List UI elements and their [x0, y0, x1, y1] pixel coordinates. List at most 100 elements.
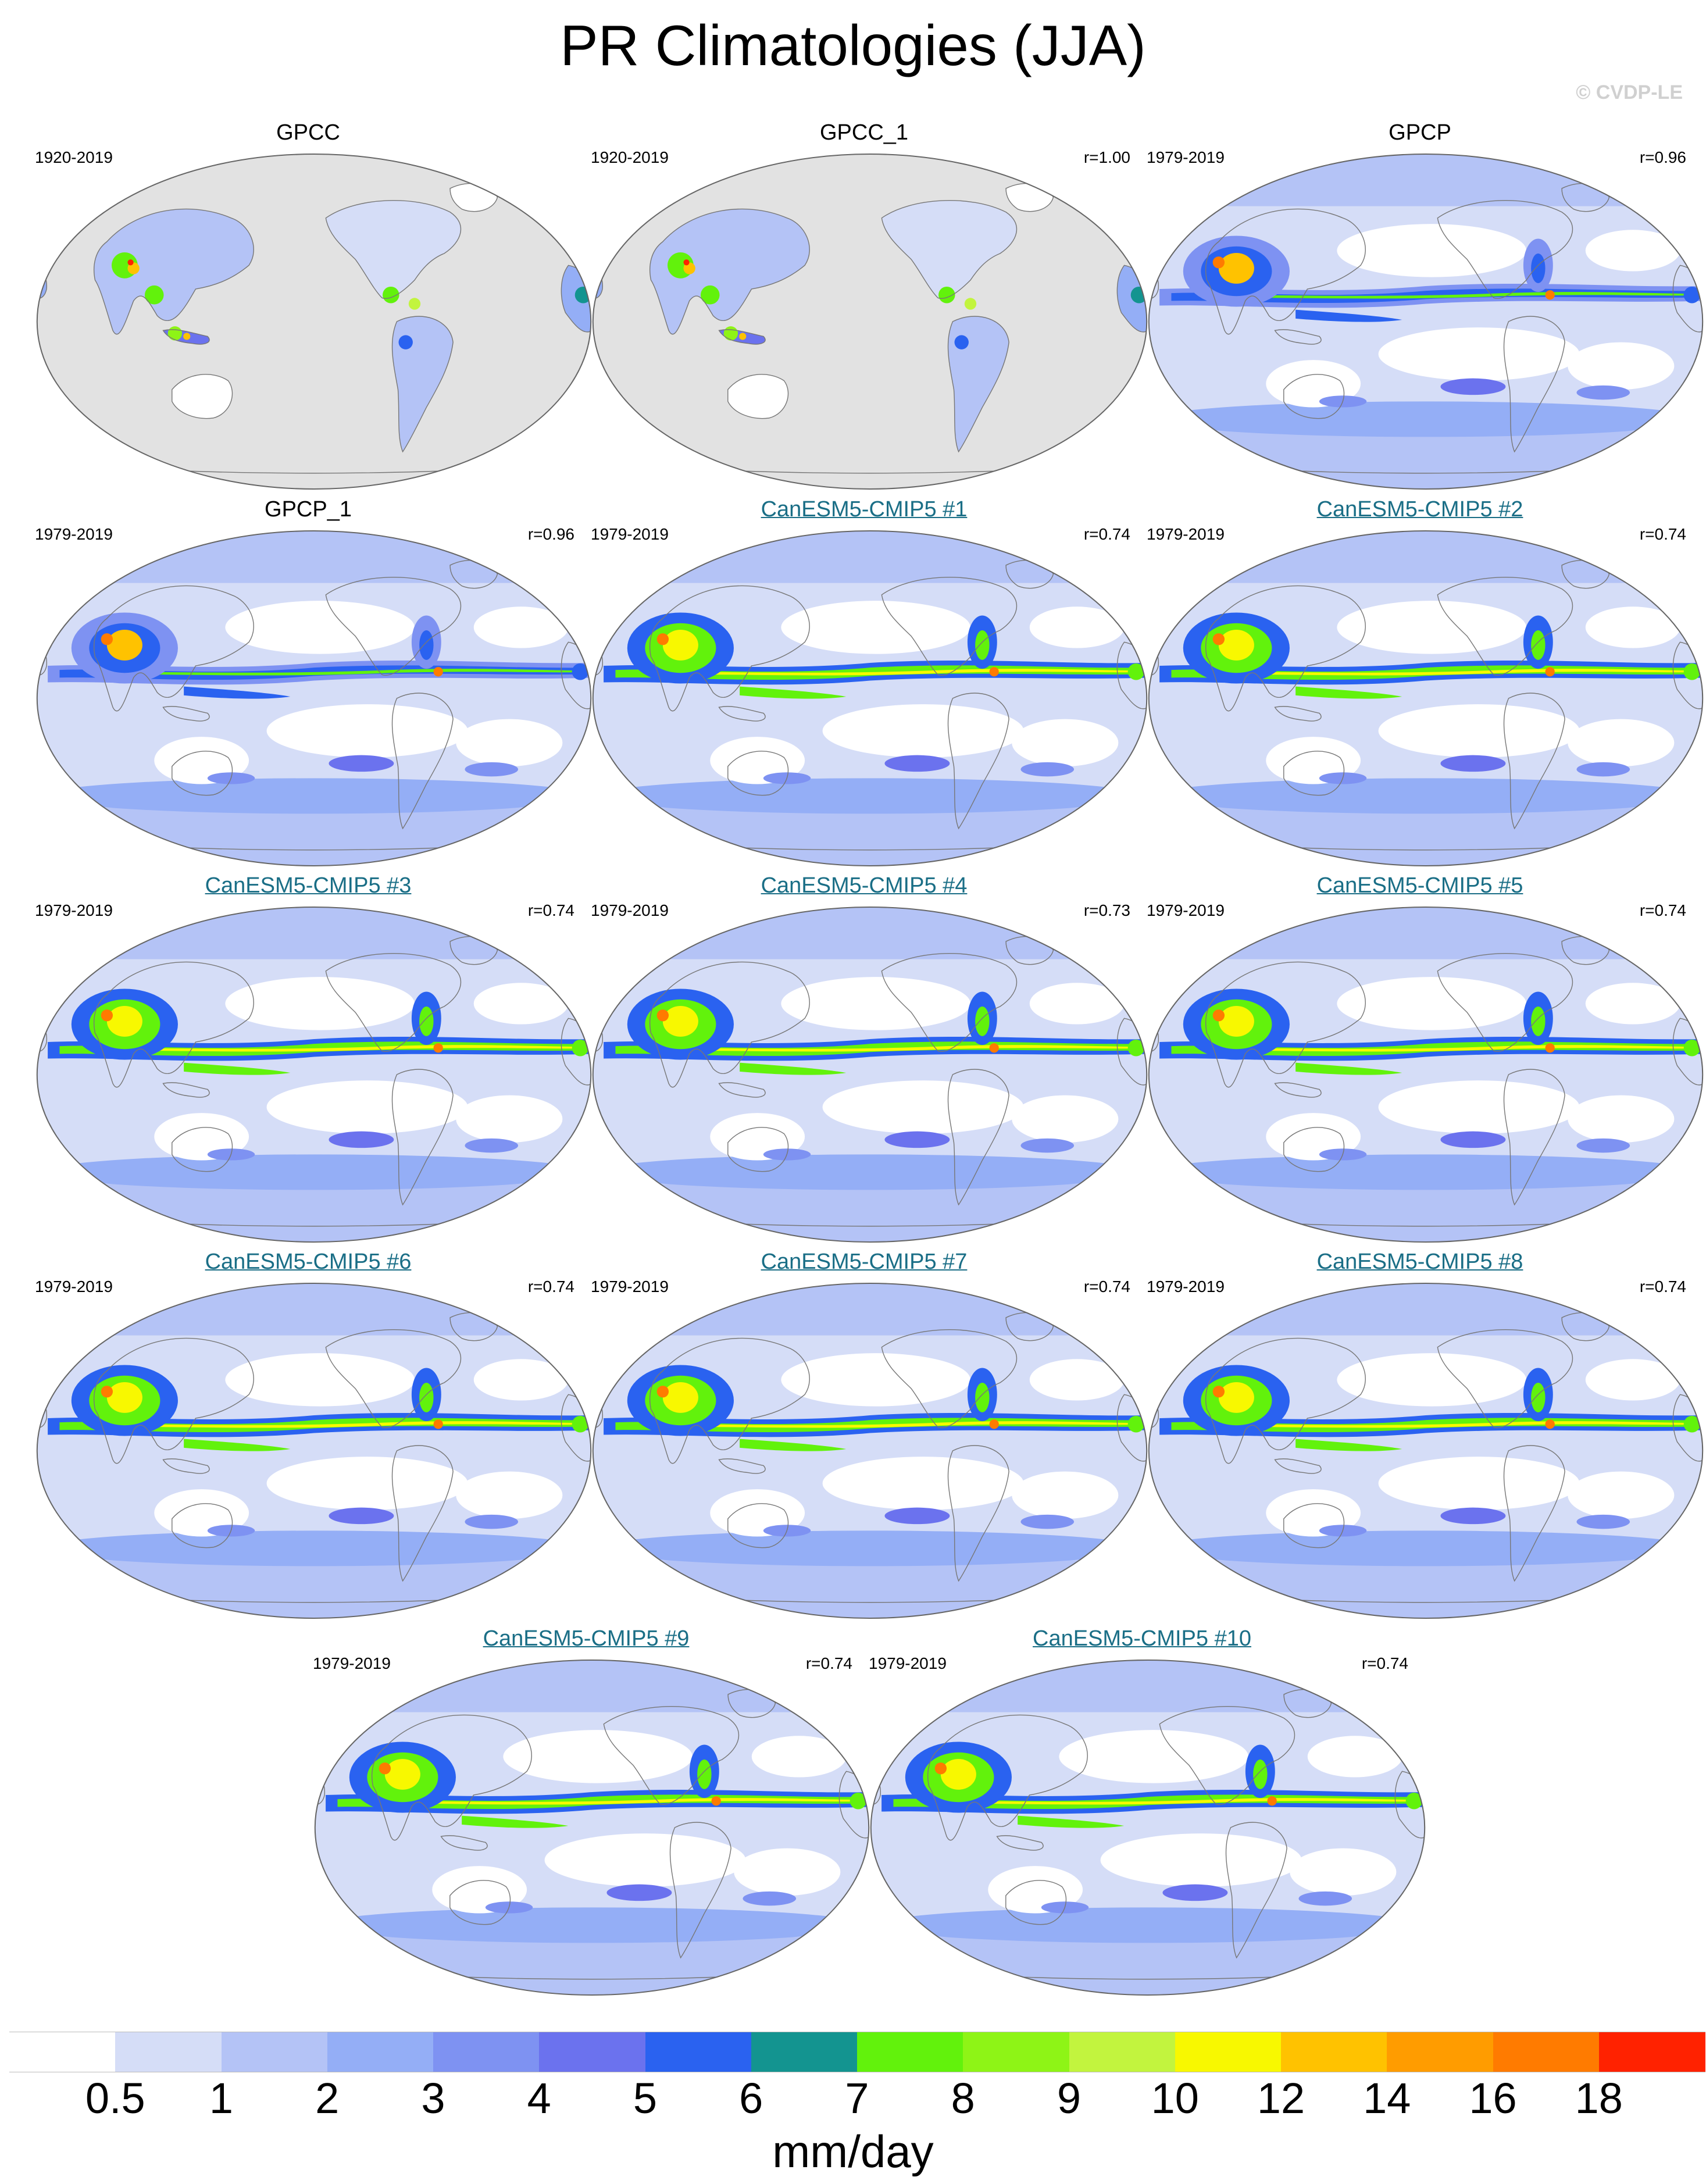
colorbar-units: mm/day	[772, 2126, 934, 2177]
colorbar	[9, 2032, 1705, 2072]
map-field	[37, 154, 591, 489]
panel-correlation: r=0.74	[1083, 1277, 1130, 1296]
colorbar-swatch	[1493, 2032, 1600, 2072]
colorbar-tick-label: 14	[1363, 2074, 1411, 2122]
panel-title: GPCP_1	[265, 497, 352, 522]
map-panel: CanESM5-CMIP5 #4 1979-2019 r=0.73	[585, 872, 1148, 1244]
robinson-map	[314, 1660, 870, 1996]
map-panel: CanESM5-CMIP5 #3 1979-2019 r=0.74	[29, 872, 592, 1244]
map-panel: CanESM5-CMIP5 #2 1979-2019 r=0.74	[1141, 496, 1704, 868]
robinson-map	[1148, 907, 1704, 1243]
colorbar-swatch	[1598, 2032, 1705, 2072]
robinson-map	[870, 1660, 1426, 1996]
panel-correlation: r=0.74	[805, 1654, 852, 1672]
panel-years: 1979-2019	[35, 1277, 113, 1296]
colorbar-swatch	[1175, 2032, 1282, 2072]
panel-title: CanESM5-CMIP5 #2	[1316, 497, 1523, 522]
map-field	[1148, 907, 1703, 1242]
map-field	[1148, 154, 1703, 489]
panel-title: GPCC_1	[819, 120, 909, 145]
map-field	[1148, 531, 1703, 866]
panel-correlation: r=0.96	[1639, 148, 1686, 166]
panel-years: 1979-2019	[1147, 901, 1225, 919]
map-field	[870, 1660, 1425, 1995]
panel-correlation: r=0.74	[527, 1277, 574, 1296]
colorbar-swatch	[645, 2032, 752, 2072]
robinson-map	[592, 154, 1148, 490]
robinson-map	[592, 1283, 1148, 1619]
colorbar-tick-label: 8	[951, 2074, 975, 2122]
colorbar-swatch	[1069, 2032, 1176, 2072]
colorbar-tick-label: 5	[633, 2074, 658, 2122]
map-field	[315, 1660, 869, 1995]
robinson-map	[592, 907, 1148, 1243]
colorbar-swatch	[963, 2032, 1069, 2072]
panel-years: 1979-2019	[1147, 1277, 1225, 1296]
panel-title: GPCP	[1389, 120, 1451, 145]
panel-years: 1979-2019	[1147, 525, 1225, 543]
panel-title: CanESM5-CMIP5 #10	[1033, 1626, 1251, 1651]
colorbar-swatch	[327, 2032, 434, 2072]
panel-years: 1979-2019	[35, 525, 113, 543]
map-field	[37, 1283, 591, 1618]
map-field	[37, 531, 591, 866]
panel-title: CanESM5-CMIP5 #5	[1316, 873, 1523, 898]
map-field	[593, 531, 1147, 866]
colorbar-tick-label: 3	[421, 2074, 445, 2122]
panel-correlation: r=0.96	[527, 525, 574, 543]
colorbar-swatch	[221, 2032, 328, 2072]
map-field	[593, 154, 1147, 489]
panel-title: CanESM5-CMIP5 #6	[205, 1250, 412, 1274]
robinson-map	[1148, 154, 1704, 490]
panel-correlation: r=0.74	[527, 901, 574, 919]
map-panel: CanESM5-CMIP5 #10 1979-2019 r=0.74	[863, 1625, 1426, 1997]
map-panel: GPCP_1 1979-2019 r=0.96	[29, 496, 592, 868]
colorbar-tick-label: 7	[845, 2074, 869, 2122]
colorbar-swatch	[857, 2032, 963, 2072]
panel-correlation: r=0.73	[1083, 901, 1130, 919]
panel-correlation: r=0.74	[1639, 525, 1686, 543]
panel-title: CanESM5-CMIP5 #8	[1316, 1250, 1523, 1274]
panel-years: 1920-2019	[591, 148, 669, 166]
watermark: © CVDP-LE	[1576, 81, 1683, 104]
panel-years: 1920-2019	[35, 148, 113, 166]
colorbar-swatch	[751, 2032, 858, 2072]
colorbar-tick-label: 10	[1151, 2074, 1199, 2122]
panel-title: CanESM5-CMIP5 #7	[761, 1250, 968, 1274]
panel-years: 1979-2019	[35, 901, 113, 919]
map-field	[593, 1283, 1147, 1618]
map-panel: CanESM5-CMIP5 #8 1979-2019 r=0.74	[1141, 1248, 1704, 1621]
map-panel: CanESM5-CMIP5 #5 1979-2019 r=0.74	[1141, 872, 1704, 1244]
map-panel: CanESM5-CMIP5 #6 1979-2019 r=0.74	[29, 1248, 592, 1621]
colorbar-swatch	[1387, 2032, 1493, 2072]
colorbar-swatch	[539, 2032, 645, 2072]
panel-years: 1979-2019	[313, 1654, 391, 1672]
colorbar-tick-label: 1	[209, 2074, 234, 2122]
panel-title: CanESM5-CMIP5 #3	[205, 873, 412, 898]
panel-years: 1979-2019	[591, 901, 669, 919]
map-field	[1148, 1283, 1703, 1618]
panel-correlation: r=0.74	[1361, 1654, 1408, 1672]
colorbar-swatch	[115, 2032, 222, 2072]
colorbar-tick-label: 18	[1575, 2074, 1623, 2122]
colorbar-tick-label: 9	[1057, 2074, 1082, 2122]
panel-years: 1979-2019	[591, 525, 669, 543]
panel-years: 1979-2019	[869, 1654, 947, 1672]
robinson-map	[1148, 1283, 1704, 1619]
map-field	[37, 907, 591, 1242]
robinson-map	[36, 154, 592, 490]
robinson-map	[1148, 530, 1704, 866]
colorbar-tick-label: 16	[1469, 2074, 1517, 2122]
robinson-map	[36, 907, 592, 1243]
map-panel: CanESM5-CMIP5 #7 1979-2019 r=0.74	[585, 1248, 1148, 1621]
panel-title: CanESM5-CMIP5 #9	[483, 1626, 690, 1651]
panel-correlation: r=1.00	[1083, 148, 1130, 166]
colorbar-tick-label: 0.5	[85, 2074, 145, 2122]
panel-correlation: r=0.74	[1083, 525, 1130, 543]
colorbar-swatch	[433, 2032, 540, 2072]
panel-correlation: r=0.74	[1639, 1277, 1686, 1296]
map-panel: CanESM5-CMIP5 #9 1979-2019 r=0.74	[307, 1625, 870, 1997]
figure-title: PR Climatologies (JJA)	[560, 13, 1146, 77]
map-panel: GPCC 1920-2019	[29, 119, 592, 491]
robinson-map	[36, 1283, 592, 1619]
